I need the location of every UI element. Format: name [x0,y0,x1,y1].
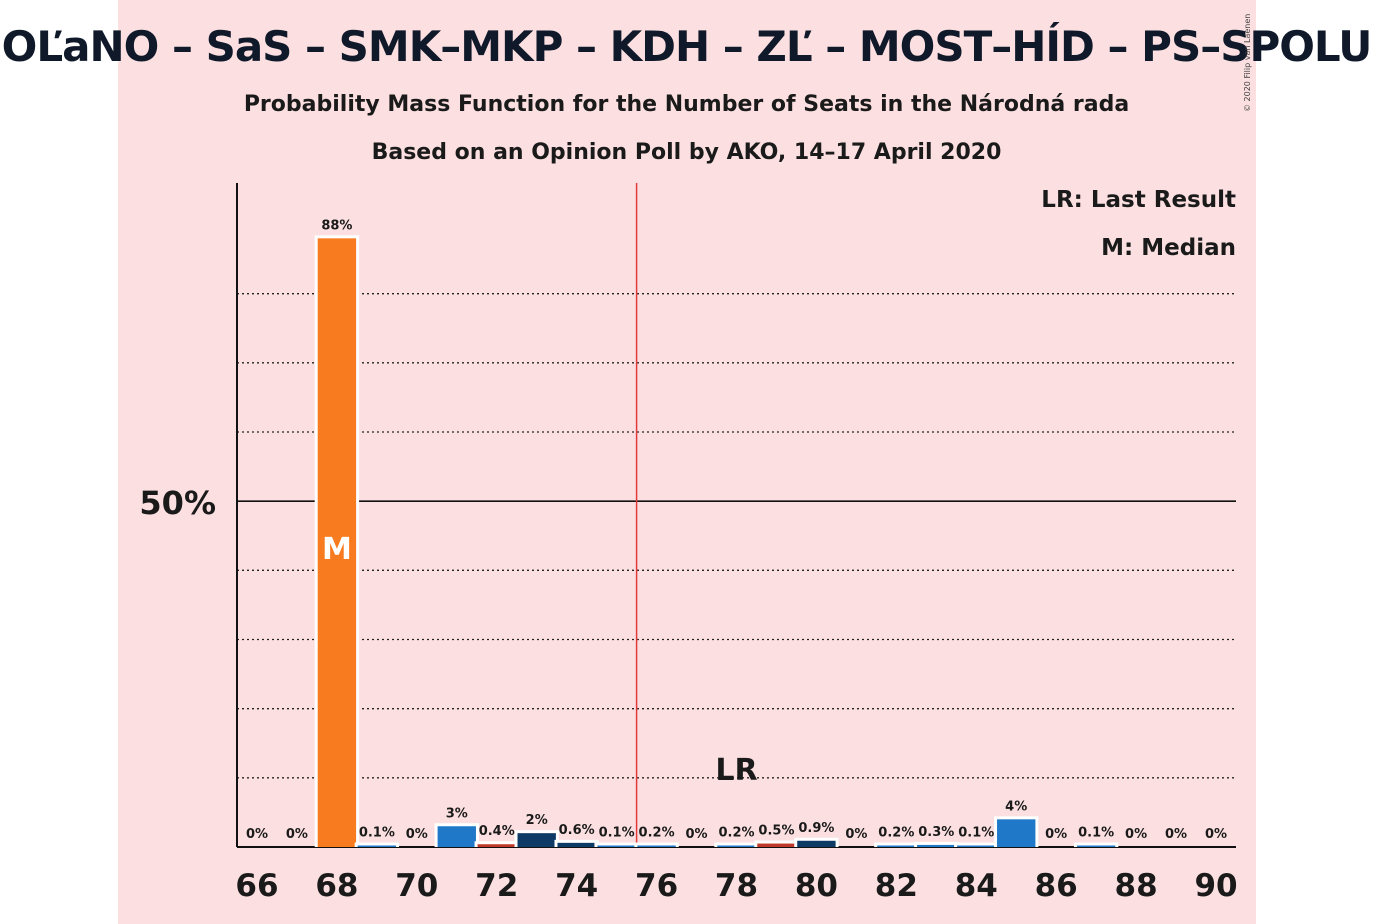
chart-subtitle-method: Probability Mass Function for the Number… [243,92,1130,117]
bar-seats-87 [1076,845,1116,847]
bar-data-label: 0.2% [718,826,754,841]
bar-seats-80 [797,840,836,847]
bar-data-label: 0% [406,827,428,842]
bar-seats-75 [597,845,636,847]
x-tick-label: 72 [475,868,518,904]
legend-last-result: LR: Last Result [1041,187,1236,213]
bar-seats-84 [957,845,996,847]
bar-data-label: 0.2% [639,826,675,841]
bar-data-label: 0.1% [359,826,395,841]
bar-data-label: 0.1% [1078,826,1114,841]
bar-seats-71 [437,826,476,847]
bar-outline [874,842,919,847]
bar-data-label: 88% [321,218,352,233]
bar-outline [914,841,959,847]
bar-seats-68 [317,238,357,848]
bar-data-label: 0% [686,827,708,842]
bar-outline [954,842,999,847]
bar-data-label: 0% [1205,827,1227,842]
bar-data-label: 0% [246,827,268,842]
bar-data-label: 0% [1125,827,1147,842]
bar-seats-78 [717,845,756,847]
bar-seats-74 [557,842,596,847]
bar-data-label: 0% [845,827,867,842]
bar-outline [594,842,639,847]
x-tick-label: 70 [395,868,438,904]
x-tick-label: 68 [315,868,358,904]
bar-data-label: 0.2% [878,826,914,841]
bar-seats-69 [357,845,397,847]
bar-data-label: 0% [1165,827,1187,842]
bar-outline [714,842,759,847]
chart-subtitle-source: Based on an Opinion Poll by AKO, 14–17 A… [371,140,1002,165]
legend-median: M: Median [1101,235,1236,261]
x-tick-label: 82 [875,868,918,904]
bar-seats-85 [997,819,1036,847]
bar-data-label: 0% [286,827,308,842]
bar-data-label: 4% [1005,799,1027,814]
bar-outline [1073,842,1119,847]
y-tick-label: 50% [139,484,216,522]
chart-background-band [118,0,1256,924]
bar-outline [474,841,519,847]
bar-data-label: 0.1% [958,826,994,841]
bar-data-label: 0.1% [599,826,635,841]
bar-data-label: 0.4% [479,824,515,839]
median-marker: M [322,532,352,567]
x-tick-label: 88 [1115,868,1158,904]
bar-outline [634,842,679,847]
bar-data-label: 0.3% [918,825,954,840]
bar-data-label: 0.9% [798,821,834,836]
bar-data-label: 0.6% [559,823,595,838]
x-tick-label: 66 [235,868,278,904]
x-tick-label: 86 [1035,868,1078,904]
bar-seats-76 [637,845,676,847]
bar-seats-83 [917,844,956,847]
bar-data-label: 3% [446,806,468,821]
x-tick-label: 80 [795,868,838,904]
bar-seats-79 [757,843,796,847]
bar-data-label: 0.5% [758,824,794,839]
x-tick-label: 76 [635,868,678,904]
x-tick-label: 90 [1194,868,1237,904]
bar-data-label: 0% [1045,827,1067,842]
x-tick-label: 84 [955,868,998,904]
bar-seats-72 [477,844,516,847]
x-tick-label: 78 [715,868,758,904]
bar-seats-82 [877,845,916,847]
x-tick-label: 74 [555,868,598,904]
last-result-marker: LR [715,753,757,788]
chart-title: OĽaNO – SaS – SMK–MKP – KDH – ZĽ – MOST–… [1,22,1373,71]
bar-seats-73 [517,833,556,847]
bar-data-label: 2% [526,813,548,828]
bar-outline [354,842,400,847]
